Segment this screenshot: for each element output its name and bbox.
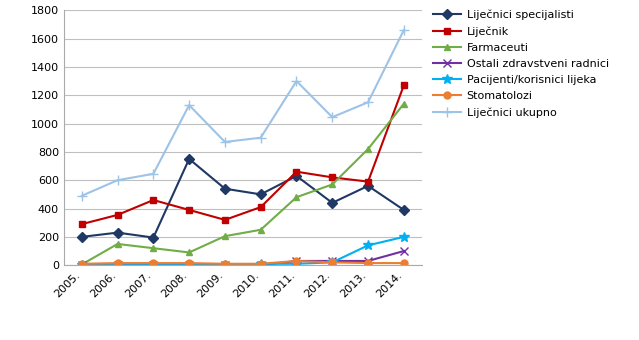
Farmaceuti — [221, 234, 229, 238]
Pacijenti/korisnici lijeka — [328, 260, 336, 265]
Liječnici ukupno — [328, 115, 336, 119]
Liječnici specijalisti — [114, 231, 121, 235]
Liječnik — [221, 218, 229, 222]
Liječnik — [78, 222, 86, 226]
Stomatolozi — [400, 261, 408, 265]
Liječnici ukupno — [257, 136, 265, 140]
Stomatolozi — [221, 262, 229, 266]
Liječnici ukupno — [185, 103, 193, 107]
Farmaceuti — [400, 102, 408, 106]
Pacijenti/korisnici lijeka — [293, 262, 300, 266]
Pacijenti/korisnici lijeka — [364, 243, 372, 248]
Liječnici specijalisti — [78, 235, 86, 239]
Liječnici ukupno — [221, 140, 229, 144]
Liječnici specijalisti — [185, 157, 193, 161]
Liječnici specijalisti — [293, 174, 300, 178]
Pacijenti/korisnici lijeka — [150, 263, 157, 267]
Line: Pacijenti/korisnici lijeka: Pacijenti/korisnici lijeka — [77, 232, 409, 270]
Stomatolozi — [78, 262, 86, 266]
Liječnici specijalisti — [150, 236, 157, 240]
Ostali zdravstveni radnici — [293, 259, 300, 263]
Farmaceuti — [293, 195, 300, 199]
Pacijenti/korisnici lijeka — [221, 263, 229, 267]
Pacijenti/korisnici lijeka — [400, 235, 408, 239]
Liječnik — [328, 175, 336, 180]
Liječnik — [257, 205, 265, 209]
Stomatolozi — [114, 261, 121, 265]
Ostali zdravstveni radnici — [257, 263, 265, 267]
Stomatolozi — [293, 259, 300, 263]
Line: Farmaceuti: Farmaceuti — [79, 100, 407, 268]
Farmaceuti — [328, 182, 336, 186]
Liječnici ukupno — [150, 172, 157, 176]
Stomatolozi — [185, 261, 193, 265]
Ostali zdravstveni radnici — [185, 263, 193, 267]
Pacijenti/korisnici lijeka — [114, 263, 121, 267]
Liječnici ukupno — [364, 100, 372, 104]
Ostali zdravstveni radnici — [400, 249, 408, 253]
Liječnici ukupno — [400, 28, 408, 32]
Liječnik — [293, 170, 300, 174]
Legend: Liječnici specijalisti, Liječnik, Farmaceuti, Ostali zdravstveni radnici, Pacije: Liječnici specijalisti, Liječnik, Farmac… — [429, 5, 613, 122]
Liječnici specijalisti — [257, 192, 265, 197]
Farmaceuti — [150, 246, 157, 250]
Ostali zdravstveni radnici — [364, 259, 372, 263]
Stomatolozi — [150, 261, 157, 265]
Liječnici ukupno — [293, 79, 300, 83]
Line: Liječnici specijalisti: Liječnici specijalisti — [79, 155, 407, 241]
Line: Liječnici ukupno: Liječnici ukupno — [77, 25, 409, 201]
Ostali zdravstveni radnici — [221, 263, 229, 267]
Liječnik — [185, 208, 193, 212]
Farmaceuti — [114, 242, 121, 246]
Line: Ostali zdravstveni radnici: Ostali zdravstveni radnici — [77, 247, 408, 269]
Ostali zdravstveni radnici — [150, 263, 157, 267]
Pacijenti/korisnici lijeka — [257, 262, 265, 266]
Liječnik — [400, 83, 408, 87]
Liječnici specijalisti — [400, 208, 408, 212]
Liječnici specijalisti — [221, 187, 229, 191]
Farmaceuti — [78, 262, 86, 267]
Stomatolozi — [364, 261, 372, 265]
Farmaceuti — [185, 250, 193, 254]
Stomatolozi — [328, 260, 336, 265]
Liječnici ukupno — [114, 178, 121, 182]
Line: Liječnik: Liječnik — [79, 82, 407, 227]
Liječnik — [150, 198, 157, 202]
Liječnici specijalisti — [328, 201, 336, 205]
Farmaceuti — [364, 147, 372, 151]
Liječnici specijalisti — [364, 184, 372, 188]
Pacijenti/korisnici lijeka — [185, 263, 193, 267]
Line: Stomatolozi: Stomatolozi — [79, 257, 407, 267]
Farmaceuti — [257, 228, 265, 232]
Liječnik — [364, 180, 372, 184]
Stomatolozi — [257, 262, 265, 266]
Liječnici ukupno — [78, 194, 86, 198]
Ostali zdravstveni radnici — [114, 263, 121, 267]
Ostali zdravstveni radnici — [78, 263, 86, 267]
Pacijenti/korisnici lijeka — [78, 263, 86, 267]
Ostali zdravstveni radnici — [328, 259, 336, 263]
Liječnik — [114, 213, 121, 217]
